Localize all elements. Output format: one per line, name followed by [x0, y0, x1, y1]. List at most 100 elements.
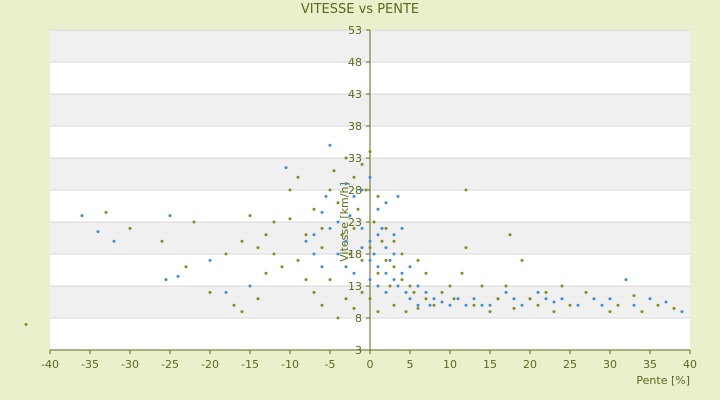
- data-point: [404, 310, 408, 314]
- data-point: [368, 239, 372, 243]
- y-tick-label: 13: [348, 280, 362, 293]
- data-point: [640, 310, 644, 314]
- data-point: [224, 290, 228, 294]
- data-point: [384, 290, 388, 294]
- data-point: [376, 310, 380, 314]
- data-point: [400, 278, 404, 282]
- data-point: [448, 284, 452, 288]
- data-point: [400, 271, 404, 275]
- data-point: [452, 297, 456, 301]
- data-point: [352, 306, 356, 310]
- data-point: [488, 310, 492, 314]
- data-point: [568, 303, 572, 307]
- data-point: [648, 297, 652, 301]
- data-point: [348, 252, 352, 256]
- data-point: [240, 310, 244, 314]
- data-point: [544, 297, 548, 301]
- data-point: [432, 303, 436, 307]
- x-tick-label: 5: [407, 358, 414, 371]
- data-point: [304, 239, 308, 243]
- data-point: [128, 226, 132, 230]
- data-point: [304, 278, 308, 282]
- data-point: [352, 271, 356, 275]
- data-point: [368, 175, 372, 179]
- data-point: [512, 297, 516, 301]
- x-tick-label: 25: [563, 358, 577, 371]
- data-point: [392, 233, 396, 237]
- data-point: [320, 246, 324, 250]
- data-point: [336, 201, 340, 205]
- data-point: [392, 252, 396, 256]
- data-point: [464, 303, 468, 307]
- data-point: [360, 188, 364, 192]
- data-point: [400, 252, 404, 256]
- data-point: [348, 214, 352, 218]
- data-point: [344, 156, 348, 160]
- data-point: [424, 297, 428, 301]
- data-point: [392, 239, 396, 243]
- data-point: [376, 207, 380, 211]
- data-point: [312, 252, 316, 256]
- data-point: [364, 188, 368, 192]
- data-point: [384, 246, 388, 250]
- data-point: [232, 303, 236, 307]
- data-point: [328, 188, 332, 192]
- data-point: [680, 310, 684, 314]
- data-point: [536, 303, 540, 307]
- y-tick-label: 53: [348, 24, 362, 37]
- data-point: [164, 278, 168, 282]
- y-tick-label: 8: [355, 312, 362, 325]
- data-point: [624, 278, 628, 282]
- data-point: [344, 265, 348, 269]
- data-point: [192, 220, 196, 224]
- data-point: [344, 182, 348, 186]
- data-point: [440, 290, 444, 294]
- data-point: [384, 226, 388, 230]
- data-point: [560, 284, 564, 288]
- data-point: [416, 306, 420, 310]
- x-tick-label: 15: [483, 358, 497, 371]
- data-point: [392, 265, 396, 269]
- data-point: [380, 226, 384, 230]
- data-point: [528, 297, 532, 301]
- data-point: [320, 226, 324, 230]
- data-point: [328, 143, 332, 147]
- data-point: [280, 265, 284, 269]
- data-point: [352, 194, 356, 198]
- data-point: [332, 169, 336, 173]
- x-tick-label: -5: [325, 358, 336, 371]
- data-point: [380, 239, 384, 243]
- data-point: [340, 233, 344, 237]
- data-point: [240, 239, 244, 243]
- data-point: [432, 297, 436, 301]
- data-point: [384, 258, 388, 262]
- x-tick-label: -40: [41, 358, 59, 371]
- data-point: [560, 297, 564, 301]
- data-point: [408, 297, 412, 301]
- data-point: [472, 303, 476, 307]
- data-point: [576, 303, 580, 307]
- data-point: [632, 303, 636, 307]
- chart-title: VITESSE vs PENTE: [300, 2, 420, 17]
- data-point: [336, 220, 340, 224]
- data-point: [392, 278, 396, 282]
- data-point: [656, 303, 660, 307]
- data-point: [360, 290, 364, 294]
- data-point: [376, 194, 380, 198]
- data-point: [320, 265, 324, 269]
- y-tick-label: 3: [355, 344, 362, 357]
- data-point: [504, 284, 508, 288]
- data-point: [360, 162, 364, 166]
- x-tick-label: -20: [201, 358, 219, 371]
- data-point: [328, 278, 332, 282]
- data-point: [460, 271, 464, 275]
- data-point: [400, 226, 404, 230]
- x-tick-label: 10: [443, 358, 457, 371]
- data-point: [368, 278, 372, 282]
- y-tick-label: 33: [348, 152, 362, 165]
- data-point: [600, 303, 604, 307]
- x-axis-label: Pente [%]: [636, 374, 690, 387]
- data-point: [360, 258, 364, 262]
- data-point: [632, 294, 636, 298]
- data-point: [208, 258, 212, 262]
